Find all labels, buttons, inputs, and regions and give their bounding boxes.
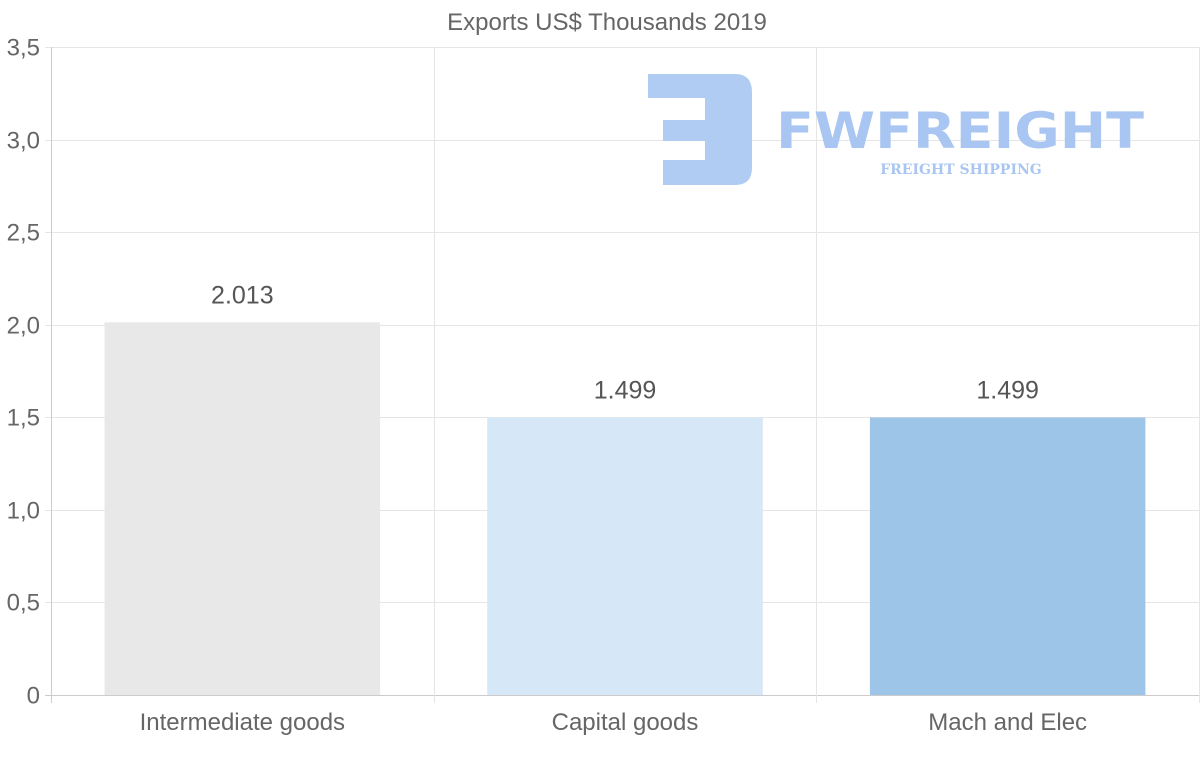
bar xyxy=(104,322,381,695)
x-category-label: Mach and Elec xyxy=(928,709,1087,736)
y-axis: 0 0,5 1,0 1,5 2,0 2,5 3,0 3,5 xyxy=(7,35,40,710)
y-tick-label: 1,0 xyxy=(7,498,40,525)
y-tick-label: 1,5 xyxy=(7,405,40,432)
logo-mark-icon xyxy=(648,74,752,185)
y-tick-label: 3,0 xyxy=(7,128,40,155)
y-tick-label: 0,5 xyxy=(7,590,40,617)
x-axis: Intermediate goods Capital goods Mach and … xyxy=(140,709,1087,736)
bar-value-label: 1.499 xyxy=(594,376,657,404)
bar xyxy=(869,417,1146,695)
bar-value-label: 1.499 xyxy=(976,376,1039,404)
data-labels: 2.013 1.499 1.499 xyxy=(211,281,1039,404)
bar xyxy=(487,417,763,695)
x-category-label: Capital goods xyxy=(552,709,699,736)
y-tick-label: 2,0 xyxy=(7,313,40,340)
bars xyxy=(104,322,1146,695)
logo-name: FWFREIGHT xyxy=(776,102,1144,160)
bar-value-label: 2.013 xyxy=(211,281,274,309)
x-category-label: Intermediate goods xyxy=(140,709,345,736)
logo-tagline: FREIGHT SHIPPING xyxy=(880,162,1042,178)
y-tick-label: 0 xyxy=(27,683,40,710)
fwfreight-logo-watermark: FWFREIGHT FREIGHT SHIPPING xyxy=(648,74,1144,185)
y-tick-label: 3,5 xyxy=(7,35,40,62)
y-tick-label: 2,5 xyxy=(7,220,40,247)
chart-title: Exports US$ Thousands 2019 xyxy=(447,9,767,36)
